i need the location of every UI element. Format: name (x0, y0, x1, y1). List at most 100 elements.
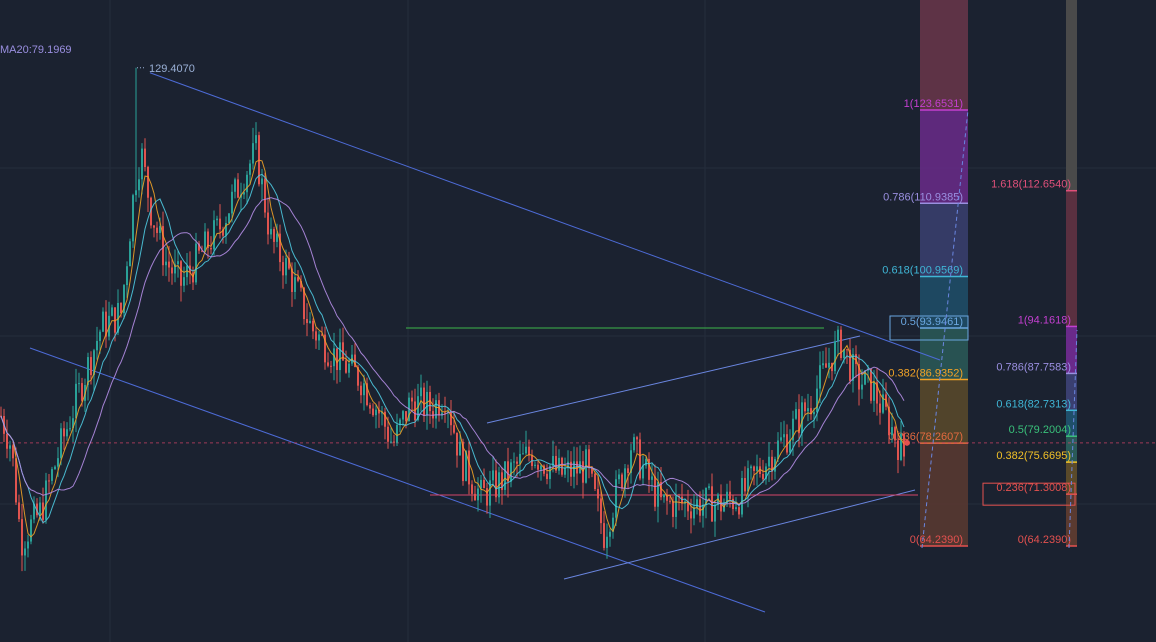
candle-body (483, 479, 485, 489)
candle-body (510, 462, 512, 482)
candle-body (39, 502, 41, 516)
candle-body (177, 261, 179, 265)
candle-body (207, 231, 209, 249)
fib-label: 0(64.2390) (910, 534, 963, 546)
candle-body (594, 473, 596, 490)
candle-body (453, 425, 455, 433)
candle-body (156, 227, 158, 233)
candle-body (501, 472, 503, 490)
fib-label: 0.5(93.9461) (901, 316, 963, 328)
channel-line-lower (563, 489, 916, 580)
candle-body (522, 453, 524, 455)
candle-body (414, 401, 416, 421)
candle-body (576, 461, 578, 474)
candle-body (744, 478, 746, 492)
fib-band-top (920, 0, 968, 110)
candle-body (645, 458, 647, 466)
fib-band (920, 203, 968, 277)
candle-body (345, 360, 347, 373)
candle-body (417, 396, 419, 421)
candle-body (90, 357, 92, 376)
candle-body (390, 441, 392, 443)
candle-body (15, 458, 17, 503)
candle-body (771, 456, 773, 472)
ext-band (1066, 410, 1077, 437)
candle-body (843, 349, 845, 359)
candle-body (456, 432, 458, 456)
candle-body (423, 387, 425, 416)
candle-body (681, 496, 683, 504)
candle-body (705, 487, 707, 505)
candle-body (93, 350, 95, 376)
candle-body (828, 362, 830, 368)
ext-label: 1.618(112.6540) (991, 179, 1071, 191)
candle-body (708, 486, 710, 488)
candle-body (411, 397, 413, 402)
candle-body (312, 320, 314, 332)
candle-body (315, 331, 317, 341)
candle-body (792, 418, 794, 441)
candle-body (672, 501, 674, 517)
candle-body (261, 178, 263, 185)
candle-body (105, 311, 107, 337)
fib-highlight-box (889, 315, 969, 341)
candle-body (459, 441, 461, 456)
candle-body (786, 434, 788, 453)
candle-body (714, 504, 716, 522)
candle-body (144, 148, 146, 168)
fib-band (920, 276, 968, 328)
candle-body (591, 467, 593, 474)
candle-body (552, 456, 554, 466)
candle-body (567, 461, 569, 469)
candle-body (375, 409, 377, 416)
candle-body (894, 427, 896, 441)
candle-body (798, 409, 800, 434)
candle-body (612, 517, 614, 532)
candle-body (882, 394, 884, 413)
candle-body (81, 383, 83, 401)
candle-body (399, 419, 401, 425)
candle-body (471, 484, 473, 494)
candle-body (855, 354, 857, 364)
candle-body (36, 503, 38, 516)
candle-body (636, 437, 638, 440)
candle-body (627, 468, 629, 474)
peak-label: 129.4070 (149, 63, 195, 75)
candle-body (801, 402, 803, 434)
candle-body (900, 433, 902, 461)
candle-body (765, 466, 767, 480)
candle-body (633, 437, 635, 451)
candle-body (513, 461, 515, 463)
candle-body (813, 412, 815, 415)
candle-body (336, 348, 338, 371)
ext-label: 0.382(75.6695) (996, 450, 1071, 462)
ext-band-top (1066, 0, 1077, 191)
candle-body (660, 482, 662, 498)
candle-body (213, 220, 215, 250)
candle-body (249, 163, 251, 175)
candle-body (747, 468, 749, 492)
candle-body (864, 370, 866, 385)
candle-body (849, 349, 851, 381)
candle-body (762, 474, 764, 480)
candle-body (87, 357, 89, 386)
candle-body (783, 434, 785, 438)
candle-body (840, 329, 842, 359)
candle-body (18, 502, 20, 520)
candle-body (366, 383, 368, 406)
candle-body (279, 233, 281, 263)
ma20-line (0, 197, 905, 506)
candle-body (219, 218, 221, 230)
candle-body (369, 405, 371, 409)
candle-body (360, 385, 362, 396)
candle-body (285, 258, 287, 276)
candle-body (21, 519, 23, 556)
candle-body (246, 174, 248, 193)
candle-body (795, 409, 797, 419)
candle-body (12, 445, 14, 459)
candle-body (753, 466, 755, 471)
candle-body (654, 476, 656, 507)
candle-body (693, 507, 695, 519)
